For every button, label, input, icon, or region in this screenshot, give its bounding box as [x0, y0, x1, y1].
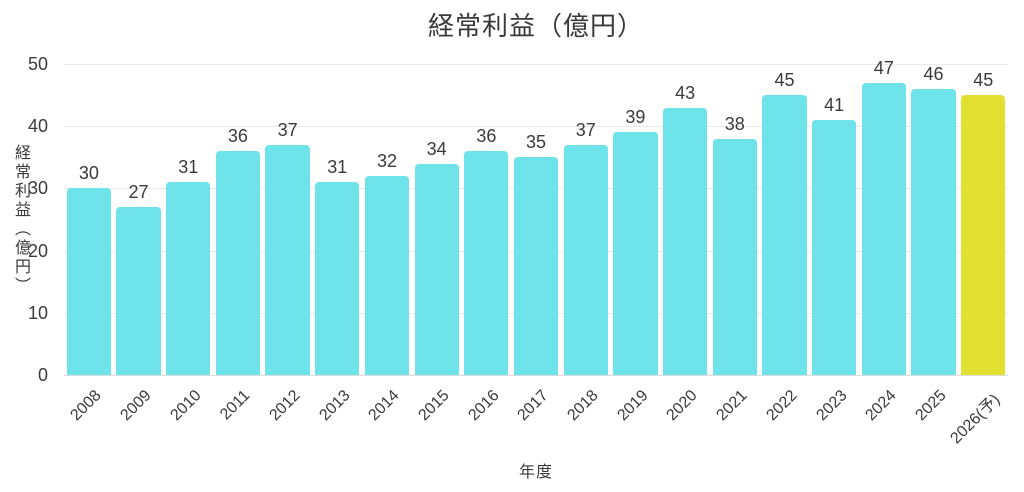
y-tick-label: 20 [27, 241, 48, 261]
y-axis-title-wrap: 経常利益（億円） [8, 64, 32, 375]
chart-title: 経常利益（億円） [427, 11, 644, 41]
bar [812, 119, 857, 375]
bar-value-label: 31 [178, 157, 199, 178]
bar-value-label: 36 [227, 126, 248, 147]
y-tick-label: 0 [37, 365, 48, 385]
bar-value-label: 43 [675, 82, 696, 103]
x-axis-ticks: 2008 2009 2010 2011 2012 2013 2014 2015 2016 2017… [64, 375, 1008, 448]
x-tick-label: 2008 [67, 387, 105, 425]
bar [513, 157, 559, 375]
x-axis-title: 年度 [518, 464, 553, 481]
bar-value-label: 36 [476, 126, 497, 147]
x-tick-label: 2016 [465, 387, 503, 425]
x-tick-label: 2009 [117, 387, 155, 425]
bar-value-label: 47 [873, 57, 894, 78]
bar-slot: 34 [412, 64, 462, 375]
bar-value-label: 34 [426, 138, 447, 159]
bar [911, 88, 956, 375]
y-tick-label: 30 [27, 178, 48, 198]
x-tick-label: 2010 [167, 387, 205, 425]
gridline [64, 126, 1008, 127]
y-tick-label: 10 [27, 303, 48, 323]
bar-slot: 35 [511, 64, 561, 375]
bar-slot: 43 [660, 64, 710, 375]
bar [364, 175, 410, 375]
bar [861, 82, 906, 375]
bar-value-label: 27 [128, 182, 149, 203]
y-tick-label: 50 [27, 54, 48, 74]
bar-value-label: 38 [724, 113, 745, 134]
bar-slot: 32 [362, 64, 412, 375]
bar-value-label: 37 [575, 119, 596, 140]
bar-value-label: 46 [923, 63, 944, 84]
x-tick-label: 2025 [912, 387, 950, 425]
bar-value-label: 35 [526, 132, 547, 153]
bar-slot: 37 [561, 64, 611, 375]
x-tick-label: 2026(予) [947, 391, 1004, 448]
bar-value-label: 32 [376, 150, 397, 171]
bar-slot: 31 [312, 64, 362, 375]
bar [613, 132, 658, 375]
x-tick-label: 2020 [663, 387, 702, 425]
x-tick-label: 2021 [713, 387, 751, 425]
bar [414, 163, 459, 375]
y-tick-label: 40 [27, 116, 48, 136]
x-tick-label: 2015 [415, 387, 453, 425]
bar-slot: 30 [64, 64, 114, 375]
bar-value-label: 39 [625, 107, 646, 128]
x-tick-label: 2019 [614, 387, 652, 425]
bar-slot: 38 [710, 64, 760, 375]
bar [116, 207, 161, 375]
bar-slot: 31 [163, 64, 213, 375]
plot-area: 30 27 31 36 37 31 32 34 36 35 37 39 43 38 45 41 47 46 45 [64, 58, 1008, 376]
x-tick-label: 2014 [365, 387, 403, 425]
bar-slot: 41 [809, 64, 859, 375]
x-tick-label: 2013 [316, 387, 354, 425]
bar-slot: 45 [760, 64, 810, 375]
x-tick-label: 2023 [812, 387, 851, 425]
bar-slot: 39 [611, 64, 661, 375]
bar-slot: 27 [114, 64, 164, 375]
x-tick-label: 2018 [564, 387, 602, 425]
bar-value-label: 41 [824, 94, 845, 115]
bars-container: 30 27 31 36 37 31 32 34 36 35 37 39 43 38 45 41 47 46 45 [64, 58, 1008, 375]
bar-slot: 36 [213, 64, 263, 375]
bar-value-label: 37 [277, 119, 298, 140]
bar-forecast [961, 95, 1006, 375]
x-tick-label: 2022 [763, 387, 801, 425]
gridline [64, 64, 1008, 65]
bar-slot: 36 [462, 64, 512, 375]
bar-value-label: 30 [78, 163, 99, 184]
bar-slot: 47 [859, 58, 909, 375]
x-tick-label: 2012 [266, 387, 304, 425]
bar [166, 182, 211, 375]
bar [215, 151, 261, 375]
bar-value-label: 31 [327, 157, 348, 178]
bar-value-label: 45 [973, 70, 994, 91]
bar [315, 182, 360, 375]
x-tick-label: 2017 [514, 387, 553, 425]
bar [662, 107, 708, 375]
bar [464, 151, 509, 375]
bar [265, 144, 310, 375]
bar [712, 138, 757, 375]
bar-value-label: 45 [774, 70, 795, 91]
x-tick-label: 2024 [862, 387, 900, 425]
y-axis-title: 経常利益（億円） [12, 143, 29, 296]
bar-slot: 46 [909, 64, 959, 375]
bar-slot: 37 [263, 64, 313, 375]
bar [762, 95, 807, 375]
bar [563, 144, 608, 375]
gridline [64, 375, 1008, 376]
y-axis-ticks: 0 10 20 30 40 50 [0, 54, 56, 385]
bar [66, 188, 111, 375]
x-tick-label: 2011 [217, 387, 254, 424]
bar-slot: 45 [958, 64, 1008, 375]
